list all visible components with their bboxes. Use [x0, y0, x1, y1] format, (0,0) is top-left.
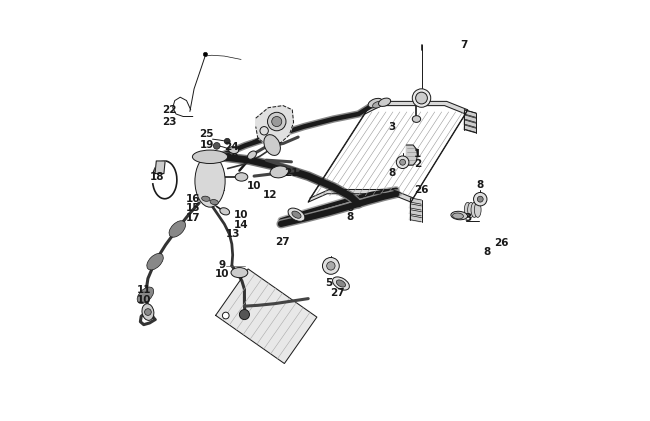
Text: 2: 2: [413, 158, 421, 168]
Ellipse shape: [333, 277, 350, 290]
Ellipse shape: [235, 173, 248, 181]
Ellipse shape: [368, 99, 383, 108]
Ellipse shape: [378, 98, 391, 107]
Ellipse shape: [372, 101, 382, 108]
Polygon shape: [463, 110, 476, 117]
Circle shape: [239, 309, 250, 320]
Text: 10: 10: [246, 181, 261, 191]
Circle shape: [144, 309, 151, 315]
Ellipse shape: [192, 150, 227, 163]
Circle shape: [322, 258, 339, 274]
Text: 15: 15: [185, 203, 200, 213]
Text: 11: 11: [136, 285, 151, 295]
Text: 20: 20: [224, 153, 239, 163]
Polygon shape: [255, 106, 294, 144]
Ellipse shape: [412, 116, 421, 123]
Circle shape: [224, 139, 230, 144]
Ellipse shape: [137, 287, 153, 304]
Text: 18: 18: [150, 172, 164, 182]
Text: 22: 22: [162, 105, 176, 115]
Text: 4: 4: [346, 193, 354, 203]
Ellipse shape: [231, 268, 248, 277]
Ellipse shape: [451, 211, 467, 220]
Text: 19: 19: [200, 140, 214, 150]
Circle shape: [327, 262, 335, 270]
Polygon shape: [365, 101, 467, 114]
Text: 27: 27: [330, 288, 345, 298]
Polygon shape: [410, 198, 421, 204]
Text: 8: 8: [476, 180, 484, 190]
Text: 13: 13: [226, 229, 240, 239]
Ellipse shape: [270, 166, 289, 178]
Ellipse shape: [195, 155, 225, 207]
Text: 1: 1: [413, 149, 421, 159]
Circle shape: [260, 127, 268, 135]
Text: 8: 8: [483, 248, 490, 258]
Text: 3: 3: [389, 122, 396, 132]
Ellipse shape: [210, 200, 218, 205]
Circle shape: [477, 196, 483, 202]
Text: 7: 7: [460, 40, 467, 50]
Text: 26: 26: [414, 185, 429, 195]
Ellipse shape: [248, 151, 256, 159]
Polygon shape: [463, 115, 476, 123]
Ellipse shape: [471, 203, 478, 217]
Ellipse shape: [264, 135, 280, 155]
Ellipse shape: [288, 208, 305, 221]
Ellipse shape: [336, 280, 346, 287]
Text: 16: 16: [185, 194, 200, 204]
Text: 25: 25: [200, 129, 214, 139]
Circle shape: [474, 192, 487, 206]
Circle shape: [400, 159, 406, 165]
Text: 9: 9: [218, 260, 226, 270]
Circle shape: [203, 52, 207, 56]
Circle shape: [213, 143, 220, 149]
Polygon shape: [308, 189, 413, 202]
Text: 14: 14: [234, 220, 248, 230]
Circle shape: [396, 156, 409, 168]
Text: 12: 12: [263, 190, 278, 200]
Ellipse shape: [169, 221, 185, 237]
Text: 10: 10: [136, 295, 151, 305]
Text: 21: 21: [284, 168, 299, 178]
Polygon shape: [216, 269, 317, 363]
Circle shape: [272, 117, 282, 127]
Polygon shape: [406, 145, 417, 165]
Circle shape: [415, 92, 428, 104]
Text: 17: 17: [185, 213, 200, 223]
Ellipse shape: [147, 253, 163, 270]
Polygon shape: [410, 204, 421, 210]
Text: 24: 24: [224, 142, 239, 152]
Ellipse shape: [142, 304, 154, 320]
Ellipse shape: [464, 203, 471, 218]
Polygon shape: [410, 210, 421, 216]
Polygon shape: [463, 125, 476, 133]
Ellipse shape: [474, 202, 481, 217]
Text: 5: 5: [325, 278, 332, 288]
Polygon shape: [410, 216, 421, 222]
Text: 8: 8: [389, 168, 396, 178]
Ellipse shape: [467, 203, 474, 217]
Ellipse shape: [292, 211, 301, 218]
Text: 27: 27: [275, 237, 289, 247]
Circle shape: [268, 112, 286, 131]
Polygon shape: [463, 120, 476, 128]
Text: 26: 26: [494, 238, 508, 248]
Text: 10: 10: [234, 210, 248, 220]
Ellipse shape: [452, 213, 463, 219]
Ellipse shape: [220, 208, 229, 215]
Ellipse shape: [202, 196, 210, 201]
Text: 3: 3: [464, 213, 471, 223]
Circle shape: [412, 89, 431, 107]
Ellipse shape: [229, 147, 239, 154]
Circle shape: [222, 312, 229, 319]
Text: 23: 23: [162, 117, 176, 128]
Text: 10: 10: [215, 269, 229, 279]
Text: 6: 6: [346, 203, 354, 213]
Polygon shape: [155, 161, 165, 173]
Text: 8: 8: [346, 212, 354, 222]
